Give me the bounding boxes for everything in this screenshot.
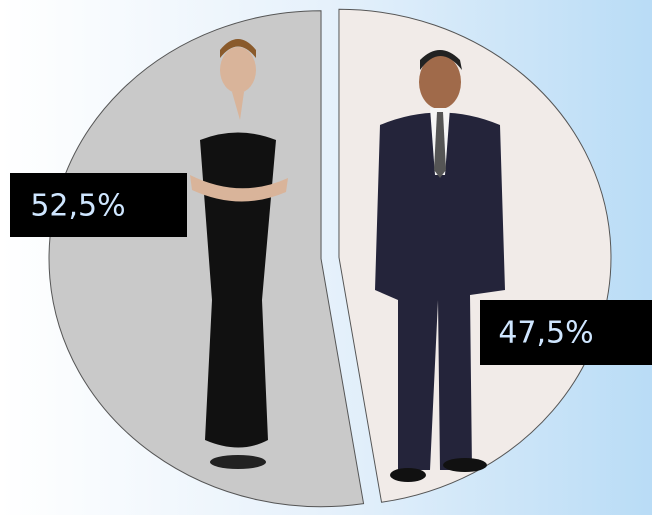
data-label: 47,5% [498,316,593,351]
chart: 52,5% 47,5% [0,0,652,515]
data-label: 52,5% [30,189,125,224]
